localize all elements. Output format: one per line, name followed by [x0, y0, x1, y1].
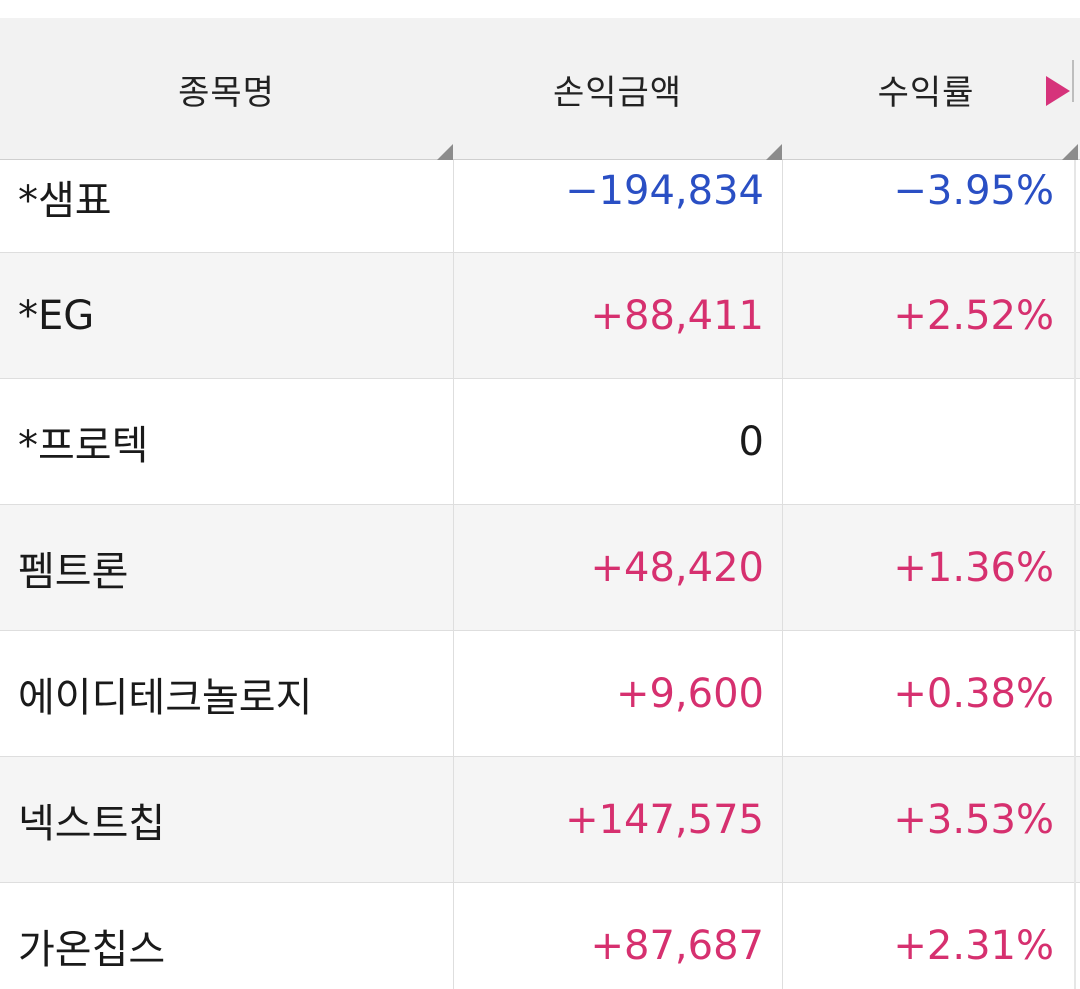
profit-amount: +48,420	[453, 505, 782, 630]
divider	[1072, 60, 1074, 102]
table-row[interactable]: *EG +88,411 +2.52%	[0, 253, 1080, 379]
return-rate: −3.95%	[782, 160, 1080, 252]
return-rate	[782, 379, 1080, 504]
table-row[interactable]: 펨트론 +48,420 +1.36%	[0, 505, 1080, 631]
stock-name: 펨트론	[18, 548, 129, 595]
table-row[interactable]: 에이디테크놀로지 +9,600 +0.38%	[0, 631, 1080, 757]
corner-triangle-icon	[766, 144, 782, 160]
return-rate: +2.31%	[782, 883, 1080, 989]
stock-name: *프로텍	[18, 422, 149, 469]
stock-name: 넥스트칩	[18, 800, 166, 847]
profit-amount: +147,575	[453, 757, 782, 882]
header-profit-amount[interactable]: 손익금액	[552, 72, 683, 113]
profit-amount: +87,687	[453, 883, 782, 989]
table-row[interactable]: 넥스트칩 +147,575 +3.53%	[0, 757, 1080, 883]
corner-triangle-icon	[1062, 144, 1078, 160]
return-rate: +2.52%	[782, 253, 1080, 378]
stock-name: *샘표	[18, 178, 112, 224]
header-stock-name[interactable]: 종목명	[178, 72, 275, 113]
stock-name: 가온칩스	[18, 927, 166, 973]
corner-triangle-icon	[437, 144, 453, 160]
profit-amount: 0	[453, 379, 782, 504]
holdings-table-body: *샘표 −194,834 −3.95% *EG +88,411 +2.52% *…	[0, 160, 1080, 989]
scroll-edge	[1074, 160, 1076, 989]
return-rate: +1.36%	[782, 505, 1080, 630]
stock-name: *EG	[18, 292, 95, 339]
profit-amount: +9,600	[453, 631, 782, 756]
profit-amount: +88,411	[453, 253, 782, 378]
table-row[interactable]: *샘표 −194,834 −3.95%	[0, 160, 1080, 253]
profit-amount: −194,834	[453, 160, 782, 252]
table-row[interactable]: *프로텍 0	[0, 379, 1080, 505]
return-rate: +3.53%	[782, 757, 1080, 882]
header-return-rate[interactable]: 수익률	[877, 72, 975, 113]
stock-name: 에이디테크놀로지	[18, 674, 313, 721]
table-row[interactable]: 가온칩스 +87,687 +2.31%	[0, 883, 1080, 989]
play-triangle-icon[interactable]	[1046, 76, 1070, 106]
top-strip	[0, 0, 1080, 18]
return-rate: +0.38%	[782, 631, 1080, 756]
table-header: 종목명 손익금액 수익률	[0, 18, 1080, 160]
